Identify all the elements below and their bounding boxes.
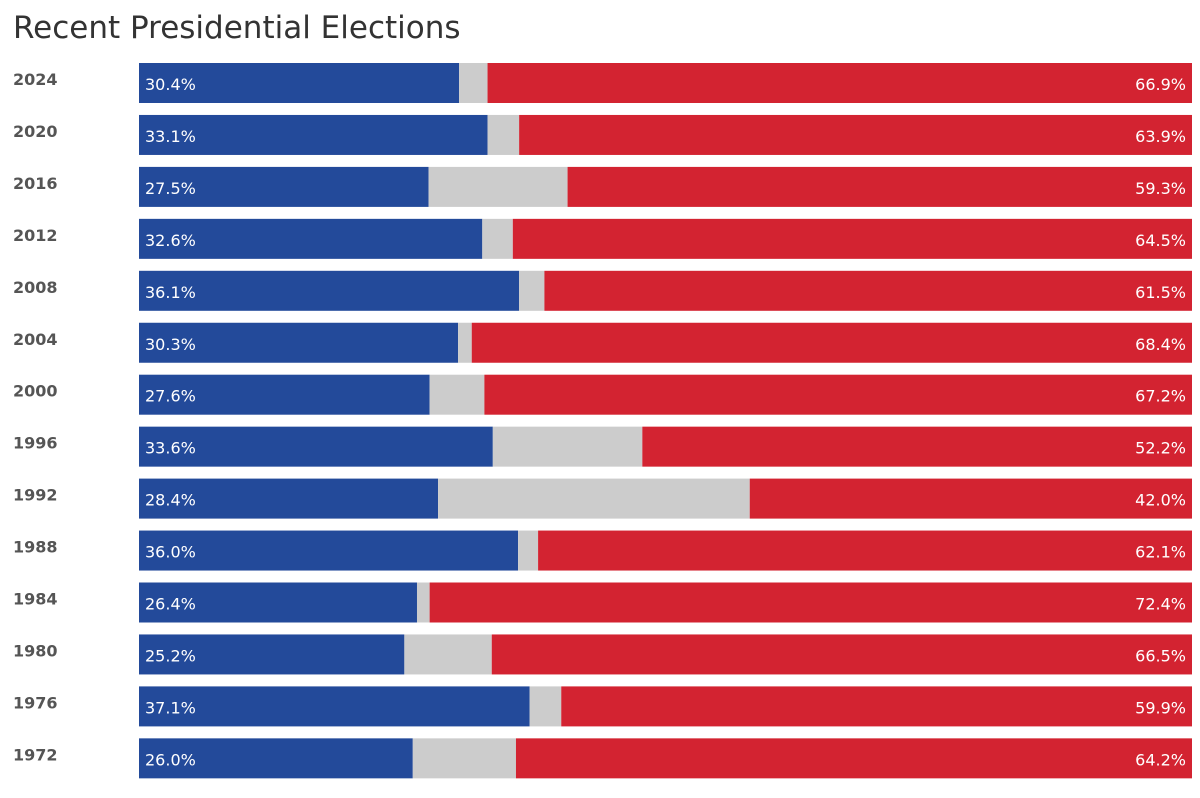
dem-value-label-2012: 32.6% [145, 231, 196, 250]
bar-dem-2016 [139, 166, 429, 207]
dem-value-label-2016: 27.5% [145, 179, 196, 198]
bar-other-2024 [459, 63, 488, 103]
rep-value-label-2024: 66.9% [1135, 75, 1186, 94]
year-label-2004: 2004 [13, 330, 58, 349]
rep-value-label-2000: 67.2% [1135, 387, 1186, 406]
bar-other-2004 [458, 322, 472, 363]
dem-value-label-1984: 26.4% [145, 595, 196, 614]
year-label-2020: 2020 [13, 122, 58, 141]
bar-other-2008 [519, 270, 545, 311]
bar-other-1980 [404, 634, 492, 675]
rep-value-label-1980: 66.5% [1135, 646, 1186, 665]
dem-value-label-1988: 36.0% [145, 543, 196, 562]
bar-dem-1976 [139, 686, 530, 727]
bar-dem-2004 [139, 322, 459, 363]
year-label-1992: 1992 [13, 486, 58, 505]
year-label-1984: 1984 [13, 590, 58, 609]
bar-rep-1988 [538, 530, 1192, 571]
year-label-1976: 1976 [13, 693, 58, 712]
dem-value-label-1980: 25.2% [145, 646, 196, 665]
bar-dem-2000 [139, 374, 430, 415]
bar-rep-2024 [487, 63, 1193, 103]
bar-other-1972 [412, 738, 516, 779]
rep-value-label-1972: 64.2% [1135, 750, 1186, 769]
bar-dem-2024 [139, 63, 460, 103]
bar-other-1988 [518, 530, 539, 571]
dem-value-label-1972: 26.0% [145, 750, 196, 769]
bar-rep-2012 [512, 218, 1192, 259]
bar-dem-1984 [139, 582, 417, 623]
rep-value-label-2020: 63.9% [1135, 127, 1186, 146]
bar-other-2016 [428, 166, 568, 207]
bar-dem-1988 [139, 530, 519, 571]
rep-value-label-1988: 62.1% [1135, 543, 1186, 562]
year-label-2000: 2000 [13, 382, 58, 401]
rep-value-label-1996: 52.2% [1135, 439, 1186, 458]
rep-value-label-1984: 72.4% [1135, 595, 1186, 614]
year-label-2008: 2008 [13, 278, 58, 297]
bar-rep-1976 [561, 686, 1192, 727]
bar-dem-1996 [139, 426, 493, 467]
bar-dem-1992 [139, 478, 439, 519]
dem-value-label-2000: 27.6% [145, 387, 196, 406]
bar-other-1996 [492, 426, 643, 467]
bar-other-1976 [529, 686, 562, 727]
year-label-2016: 2016 [13, 174, 58, 193]
bar-other-1992 [438, 478, 750, 519]
year-label-1980: 1980 [13, 641, 58, 660]
bar-rep-1984 [429, 582, 1192, 623]
year-label-1996: 1996 [13, 434, 58, 453]
bar-dem-1980 [139, 634, 405, 675]
rep-value-label-1976: 59.9% [1135, 698, 1186, 717]
bar-other-1984 [416, 582, 430, 623]
dem-value-label-2024: 30.4% [145, 75, 196, 94]
year-label-2012: 2012 [13, 226, 58, 245]
bar-rep-2016 [567, 166, 1192, 207]
rep-value-label-2004: 68.4% [1135, 335, 1186, 354]
bar-dem-2008 [139, 270, 520, 311]
chart-title: Recent Presidential Elections [13, 10, 461, 46]
rep-value-label-2016: 59.3% [1135, 179, 1186, 198]
bar-rep-2020 [519, 114, 1192, 155]
bar-dem-2020 [139, 114, 488, 155]
dem-value-label-1996: 33.6% [145, 439, 196, 458]
bar-rep-1972 [515, 738, 1192, 779]
bar-other-2012 [482, 218, 513, 259]
rep-value-label-2012: 64.5% [1135, 231, 1186, 250]
year-label-1988: 1988 [13, 538, 58, 557]
bar-dem-2012 [139, 218, 483, 259]
bar-rep-2008 [544, 270, 1192, 311]
dem-value-label-2020: 33.1% [145, 127, 196, 146]
dem-value-label-2004: 30.3% [145, 335, 196, 354]
bar-other-2000 [429, 374, 485, 415]
bar-rep-2000 [484, 374, 1192, 415]
dem-value-label-1992: 28.4% [145, 491, 196, 510]
bar-rep-1980 [491, 634, 1192, 675]
year-label-2024: 2024 [13, 70, 58, 89]
year-label-1972: 1972 [13, 745, 58, 764]
rep-value-label-1992: 42.0% [1135, 491, 1186, 510]
bar-rep-2004 [471, 322, 1192, 363]
dem-value-label-2008: 36.1% [145, 283, 196, 302]
bar-rep-1992 [749, 478, 1192, 519]
bar-rep-1996 [642, 426, 1192, 467]
bar-dem-1972 [139, 738, 413, 779]
bar-other-2020 [487, 114, 520, 155]
dem-value-label-1976: 37.1% [145, 698, 196, 717]
rep-value-label-2008: 61.5% [1135, 283, 1186, 302]
